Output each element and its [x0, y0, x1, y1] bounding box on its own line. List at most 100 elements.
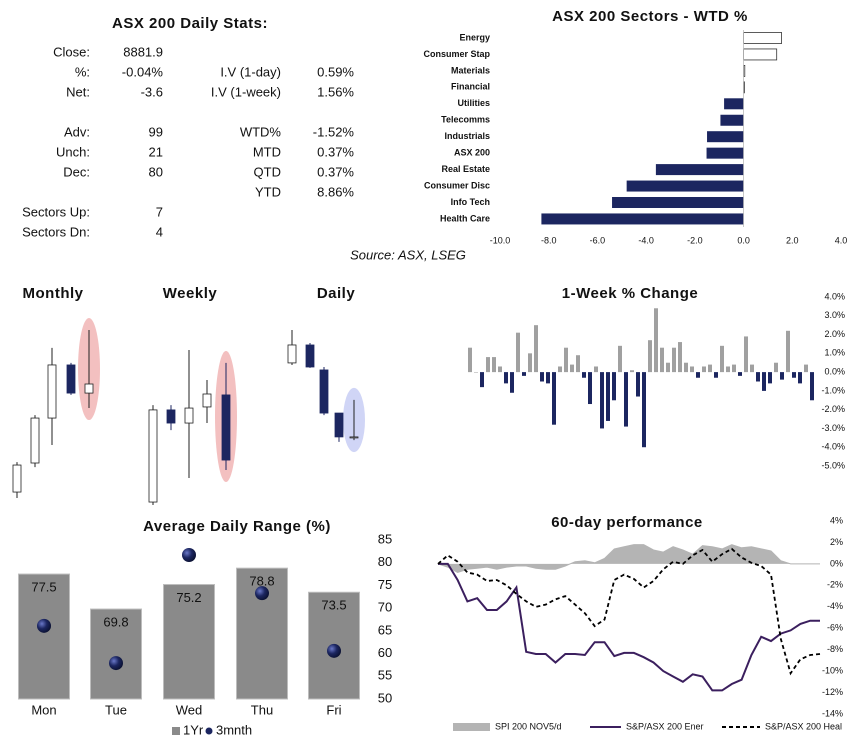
stat-value: 8881.9 [123, 44, 163, 59]
chart-title: ASX 200 Sectors - WTD % [552, 8, 748, 25]
bar [690, 366, 694, 373]
bar [534, 325, 538, 373]
candle-body [221, 394, 231, 461]
bar [600, 372, 604, 429]
y-tick-label: -2% [827, 580, 843, 590]
bar [541, 213, 744, 225]
bar [582, 372, 586, 378]
stat-label: QTD [254, 164, 281, 179]
stat-value: -1.52% [313, 124, 355, 139]
x-tick-label: Tue [105, 702, 127, 717]
category-label: Financial [451, 82, 490, 92]
stat-value: 7 [156, 204, 163, 219]
x-tick-label: 0.0 [737, 235, 750, 245]
candle-body [319, 369, 329, 414]
bar [672, 347, 676, 373]
x-tick-label: Mon [31, 702, 56, 717]
x-tick-label: Fri [326, 702, 341, 717]
y-tick-label: 0.0% [824, 366, 845, 376]
bar [702, 366, 706, 373]
line [437, 547, 821, 676]
bar [90, 608, 142, 700]
stat-value: 99 [149, 124, 163, 139]
stat-value: 80 [149, 164, 163, 179]
bar [648, 340, 652, 373]
candle-body [84, 383, 94, 394]
y-tick-label: -14% [822, 708, 843, 718]
x-tick-label: Wed [176, 702, 203, 717]
y-tick-label: 1.0% [824, 348, 845, 358]
area-line [437, 544, 820, 574]
bar [768, 372, 772, 384]
source-note: Source: ASX, LSEG [350, 247, 466, 262]
bar [762, 372, 766, 391]
y-tick-label: 75 [378, 577, 392, 592]
bar [522, 372, 526, 376]
bar [654, 308, 658, 373]
bar [724, 98, 744, 110]
legend-swatch [205, 727, 213, 735]
bar [528, 353, 532, 373]
x-tick-label: -2.0 [687, 235, 703, 245]
bar [714, 372, 718, 378]
category-label: ASX 200 [454, 148, 490, 158]
candle-body [202, 393, 212, 408]
bar [570, 364, 574, 373]
bar [780, 372, 784, 380]
stats-title: ASX 200 Daily Stats: [112, 15, 268, 32]
bar [552, 372, 556, 425]
legend-swatch [453, 723, 490, 731]
x-tick-label: -10.0 [490, 235, 511, 245]
legend-label: 3mnth [216, 722, 252, 737]
bar [726, 366, 730, 373]
bar [236, 567, 288, 700]
bar [707, 131, 744, 143]
stat-label: Close: [53, 44, 90, 59]
bar [774, 362, 778, 373]
candle-body [334, 412, 344, 438]
candle-body [47, 364, 57, 419]
bar [738, 372, 742, 376]
legend-label: S&P/ASX 200 Ener [626, 721, 704, 731]
dot [182, 547, 196, 562]
stat-label: I.V (1-day) [220, 64, 281, 79]
data-label: 78.8 [249, 574, 274, 589]
y-tick-label: -4.0% [821, 442, 845, 452]
bar [792, 372, 796, 378]
data-label: 73.5 [321, 598, 346, 613]
category-label: Industrials [444, 131, 490, 141]
y-tick-label: -4% [827, 601, 843, 611]
bar [163, 584, 215, 700]
y-tick-label: -2.0% [821, 404, 845, 414]
y-tick-label: 55 [378, 668, 392, 683]
bar [546, 372, 550, 384]
bar [798, 372, 802, 384]
data-label: 69.8 [103, 614, 128, 629]
bar [618, 345, 622, 373]
bar [678, 342, 682, 373]
dot [255, 586, 269, 601]
bar [486, 357, 490, 373]
candle-body [166, 409, 176, 424]
bar [720, 345, 724, 373]
bar [18, 573, 70, 700]
chart-title: 1-Week % Change [562, 285, 698, 302]
stat-value: 0.37% [317, 164, 354, 179]
chart-title: Daily [317, 285, 356, 302]
bar [498, 366, 502, 373]
bar [540, 372, 544, 382]
category-label: Consumer Stap [423, 49, 490, 59]
y-tick-label: 70 [378, 600, 392, 615]
candle-body [30, 417, 40, 464]
y-tick-label: 50 [378, 690, 392, 705]
category-label: Health Care [440, 213, 490, 223]
bar [474, 372, 478, 373]
candle-body [305, 344, 315, 368]
y-tick-label: -12% [822, 687, 843, 697]
bar [743, 32, 782, 44]
chart-title: Monthly [23, 285, 84, 302]
bar [720, 114, 744, 126]
stat-label: Sectors Up: [22, 204, 90, 219]
stat-value: 4 [156, 224, 163, 239]
stat-label: I.V (1-week) [211, 84, 281, 99]
